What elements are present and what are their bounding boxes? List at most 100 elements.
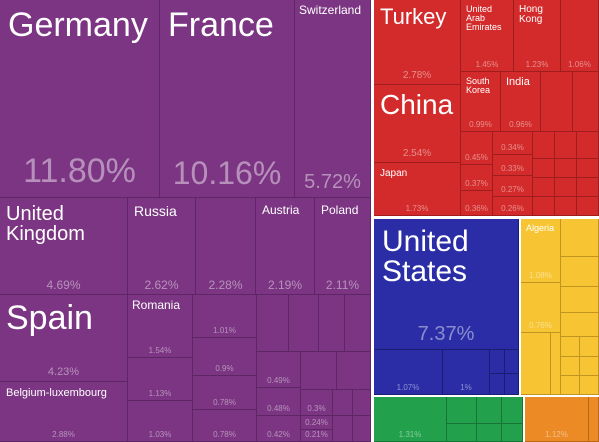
tile-label: Japan [380,168,408,179]
tile-value: 1.54% [148,346,172,355]
tile-africa-small-i [561,376,580,395]
tile-value: 0.9% [215,364,234,373]
tile-asia-small-c [533,132,555,159]
tile-south-america-small-b [447,424,477,442]
tile-north-america-small-b [505,350,519,374]
tile-label: United Kingdom [6,203,85,245]
tile-value: 4.23% [47,366,80,378]
tile-europe-tile-0-78a: 0.78% [193,376,257,410]
tile-value: 10.16% [172,155,282,191]
tile-value: 2.19% [267,278,303,292]
tile-asia-small-k [577,178,599,197]
tile-label: United States [382,225,469,288]
tile-europe-small-a [257,295,289,352]
tile-value: 11.80% [23,152,136,190]
tile-label: Romania [132,298,181,312]
tile-asia-small-h [577,159,599,178]
tile-asia-tile-0-26: 0.26% [493,197,533,216]
tile-value: 1.31% [398,430,422,439]
tile-label: United Arab Emirates [466,4,502,32]
tile-value: 0.33% [501,164,524,173]
tile-label: France [168,6,274,44]
tile-africa-small-f [580,337,599,357]
tile-value: 1.03% [148,430,172,439]
tile-value: 2.62% [144,278,179,292]
tile-europe-small-e [301,352,337,390]
tile-asia-small-n [577,197,599,216]
tile-value: 0.36% [465,204,488,213]
tile-south-america-small-c [477,397,502,424]
tile-asia-small-d [555,132,577,159]
tile-label: Algeria [526,223,555,233]
tile-value: 0.96% [509,120,532,129]
tile-asia-small-l [533,197,555,216]
tile-europe-tile-0-9: 0.9% [193,338,257,376]
tile-value: 1.13% [148,389,172,398]
tile-africa-small-h [580,357,599,376]
tile-value: 0.99% [469,120,492,129]
tile-europe-tile-0-3: 0.3% [301,390,333,416]
tile-value: 1% [460,383,472,392]
tile-united-arab-emirates: United Arab Emirates 1.45% [461,0,514,72]
tile-africa-tile-bottom-a [521,333,551,395]
tile-africa-small-g [561,357,580,376]
tile-africa-small-d [561,313,599,337]
tile-europe-tile-0-42: 0.42% [257,416,301,442]
tile-value: 0.37% [465,179,488,188]
tile-india: India 0.96% [501,72,541,132]
region-separator [374,216,599,219]
region-separator [374,395,599,397]
tile-value: 0.24% [305,418,328,427]
tile-europe-tile-0-24: 0.24% [301,416,333,430]
tile-value: 0.78% [213,430,236,439]
tile-europe-small-b [289,295,319,352]
tile-europe-small-i [333,416,353,442]
tile-value: 1.01% [213,326,236,335]
tile-asia-tile-1-06: 1.06% [561,0,599,72]
tile-label: Hong Kong [519,4,543,25]
tile-value: 2.54% [402,148,432,159]
tile-south-america-tile-1-31: 1.31% [374,397,447,442]
region-separator [523,397,525,442]
tile-north-america-tile-1-07: 1.07% [374,350,443,395]
tile-value: 0.48% [267,404,290,413]
tile-value: 1.73% [405,204,429,213]
tile-south-korea: South Korea 0.99% [461,72,501,132]
tile-spain: Spain 4.23% [0,295,128,382]
tile-asia-tile-0-37: 0.37% [461,165,493,191]
tile-europe-tile-1-13: 1.13% [128,358,193,401]
tile-europe-tile-0-48: 0.48% [257,388,301,416]
tile-value: 1.45% [475,60,499,69]
tile-value: 1.12% [545,430,568,439]
tile-china: China 2.54% [374,85,461,163]
tile-value: 7.37% [417,323,475,345]
region-separator [371,0,374,442]
tile-label: Poland [321,203,359,217]
tile-asia-tile-0-45: 0.45% [461,132,493,165]
tile-value: 2.11% [325,278,360,292]
tile-belgium-luxembourg: Belgium-luxembourg 2.88% [0,382,128,442]
tile-asia-tile-0-36: 0.36% [461,191,493,216]
tile-europe-small-c [319,295,345,352]
tile-asia-small-g [555,159,577,178]
tile-europe-small-h [353,390,371,416]
tile-north-america-small-c [490,374,505,395]
tile-label: China [380,89,454,120]
tile-africa-tile-0-76: 0.76% [521,283,561,333]
tile-label: Turkey [380,4,447,29]
tile-europe-small-d [345,295,371,352]
tile-asia-tile-0-33: 0.33% [493,155,533,176]
tile-value: 1.07% [396,383,420,392]
tile-north-america-small-d [505,374,519,395]
tile-europe-tile-0-49: 0.49% [257,352,301,388]
tile-north-america-small-a [490,350,505,374]
tile-europe-tile-1-01: 1.01% [193,295,257,338]
tile-africa-small-c [561,287,599,313]
tile-hong-kong: Hong Kong 1.23% [514,0,561,72]
tile-label: Russia [134,203,177,219]
tile-value: 4.69% [46,278,81,292]
tile-label: Belgium-luxembourg [6,387,107,399]
region-separator [519,219,521,397]
tile-europe-small-g [333,390,353,416]
tile-value: 1.08% [529,271,552,280]
